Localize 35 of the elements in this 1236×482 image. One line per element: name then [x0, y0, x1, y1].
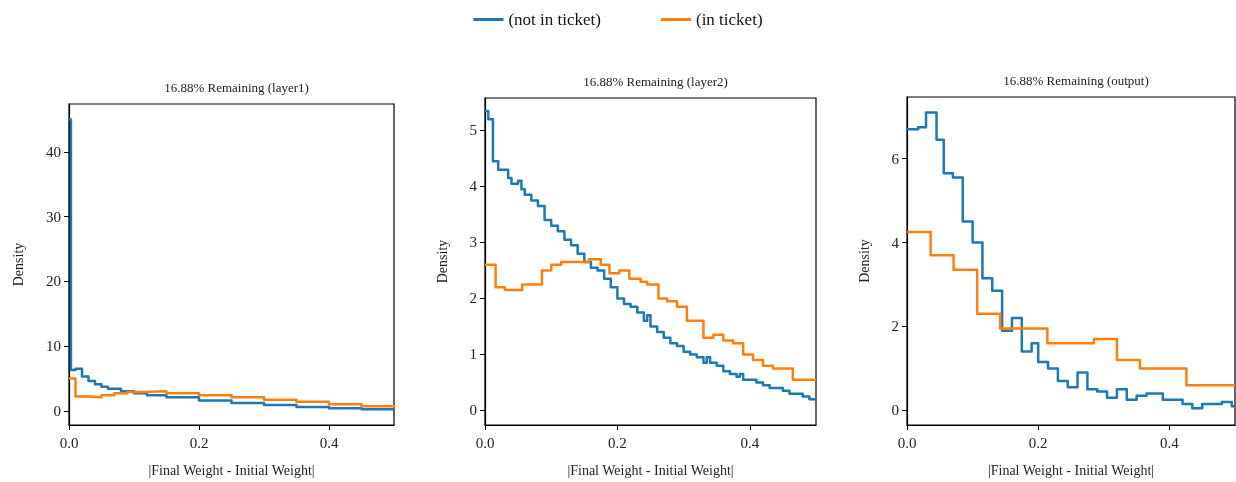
- y-tick-label: 0: [891, 402, 899, 419]
- y-axis-title: Density: [856, 239, 872, 283]
- y-tick-label: 3: [469, 234, 477, 251]
- x-axis-title: |Final Weight - Initial Weight|: [987, 462, 1155, 478]
- y-axis-title: Density: [10, 242, 26, 287]
- x-tick-label: 0.4: [1160, 434, 1180, 451]
- x-tick-label: 0.2: [189, 434, 209, 451]
- x-axis-title: |Final Weight - Initial Weight|: [148, 462, 315, 478]
- x-tick-label: 0.4: [319, 434, 339, 451]
- y-axis-title: Density: [434, 239, 450, 284]
- x-tick-label: 0.0: [897, 434, 917, 451]
- y-tick-label: 40: [46, 143, 61, 160]
- y-tick-label: 20: [46, 273, 61, 290]
- chart-title: 16.88% Remaining (output): [1003, 73, 1149, 88]
- y-tick-label: 30: [46, 208, 61, 225]
- chart-title: 16.88% Remaining (layer1): [164, 80, 309, 95]
- y-tick-label: 2: [891, 318, 899, 335]
- y-tick-label: 4: [891, 234, 900, 251]
- x-tick-label: 0.0: [475, 434, 495, 451]
- y-tick-label: 2: [469, 290, 477, 307]
- x-tick-label: 0.2: [608, 434, 627, 451]
- x-tick-label: 0.4: [740, 434, 760, 451]
- y-tick-label: 10: [46, 338, 61, 355]
- y-tick-label: 5: [469, 122, 477, 139]
- y-tick-label: 4: [469, 178, 478, 195]
- y-tick-label: 1: [469, 346, 477, 363]
- legend-label: (in ticket): [695, 10, 763, 29]
- chart-title: 16.88% Remaining (layer2): [583, 74, 728, 89]
- y-tick-label: 0: [53, 402, 61, 419]
- y-tick-label: 6: [891, 150, 900, 167]
- x-tick-label: 0.2: [1028, 434, 1048, 451]
- x-axis-title: |Final Weight - Initial Weight|: [567, 462, 734, 478]
- legend-label: (not in ticket): [508, 10, 601, 29]
- y-tick-label: 0: [469, 402, 477, 419]
- x-tick-label: 0.0: [59, 434, 79, 451]
